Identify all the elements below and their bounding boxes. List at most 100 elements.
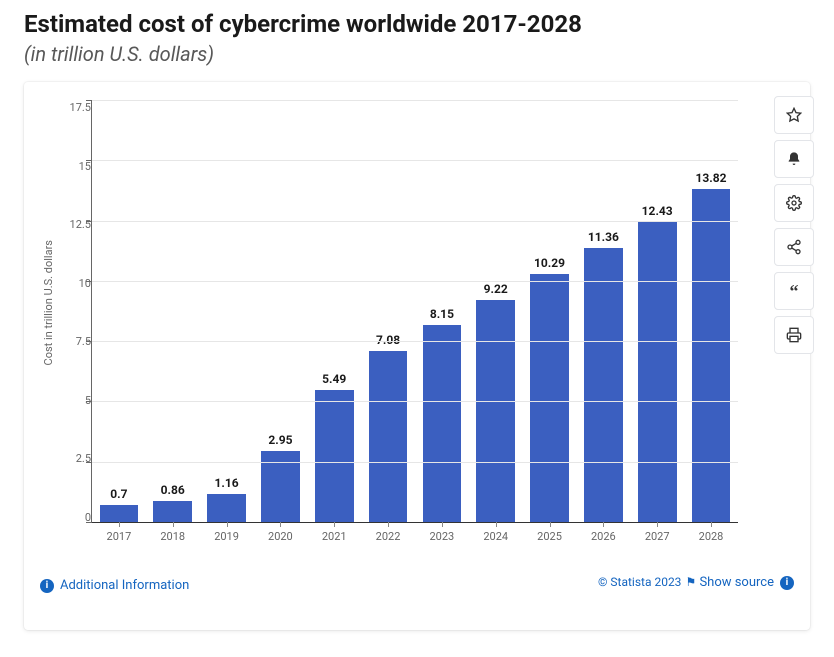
bar-value-label: 9.22 — [484, 282, 508, 296]
gridline — [92, 281, 738, 282]
print-button[interactable] — [774, 316, 814, 354]
additional-information-link[interactable]: i Additional Information — [40, 578, 189, 593]
bar[interactable] — [476, 300, 515, 522]
y-tick-mark — [86, 281, 92, 282]
x-axis-label: 2020 — [268, 530, 293, 543]
bar-slot: 8.152023 — [415, 100, 469, 522]
y-axis-label: Cost in trillion U.S. dollars — [40, 240, 57, 365]
y-tick-mark — [86, 522, 92, 523]
share-icon — [786, 239, 802, 255]
bar-value-label: 11.36 — [588, 230, 619, 244]
x-tick-mark — [173, 522, 174, 527]
chart-toolbar: “ — [774, 96, 814, 354]
chart-subtitle: (in trillion U.S. dollars) — [24, 42, 810, 66]
gridline — [92, 462, 738, 463]
x-tick-mark — [442, 522, 443, 527]
x-axis-label: 2026 — [591, 530, 616, 543]
chart-footer: i Additional Information © Statista 2023… — [40, 575, 794, 593]
bar-value-label: 12.43 — [642, 204, 673, 218]
gear-icon — [786, 195, 802, 211]
show-source-link[interactable]: Show source i — [699, 575, 794, 590]
bar[interactable] — [100, 505, 139, 522]
chart-card: Cost in trillion U.S. dollars 17.51512.5… — [24, 82, 810, 630]
info-icon: i — [40, 579, 54, 593]
x-axis-label: 2021 — [322, 530, 347, 543]
bar-slot: 0.862018 — [146, 100, 200, 522]
bar-slot: 1.162019 — [200, 100, 254, 522]
bar-value-label: 10.29 — [534, 256, 565, 270]
bar-value-label: 8.15 — [430, 307, 454, 321]
bar[interactable] — [207, 494, 246, 522]
bar-value-label: 1.16 — [215, 476, 239, 490]
x-tick-mark — [119, 522, 120, 527]
y-tick: 15 — [57, 161, 91, 172]
x-tick-mark — [280, 522, 281, 527]
bars-container: 0.720170.8620181.1620192.9520205.4920217… — [92, 100, 738, 522]
x-axis-label: 2022 — [376, 530, 401, 543]
chart-title: Estimated cost of cybercrime worldwide 2… — [24, 10, 810, 38]
copyright-text[interactable]: © Statista 2023 ⚑ — [598, 575, 696, 589]
print-icon — [786, 327, 802, 343]
x-axis-label: 2019 — [214, 530, 239, 543]
bar-value-label: 0.86 — [161, 483, 185, 497]
y-tick-mark — [86, 462, 92, 463]
bar-value-label: 13.82 — [696, 171, 727, 185]
bar[interactable] — [584, 248, 623, 522]
y-tick: 2.5 — [57, 453, 91, 464]
bar-slot: 10.292025 — [523, 100, 577, 522]
bar[interactable] — [369, 351, 408, 522]
x-axis-label: 2024 — [483, 530, 508, 543]
share-button[interactable] — [774, 228, 814, 266]
gridline — [92, 100, 738, 101]
y-tick-mark — [86, 341, 92, 342]
chart-area: Cost in trillion U.S. dollars 17.51512.5… — [40, 100, 794, 545]
gridline — [92, 221, 738, 222]
x-tick-mark — [711, 522, 712, 527]
gridline — [92, 160, 738, 161]
cite-button[interactable]: “ — [774, 272, 814, 310]
bar[interactable] — [423, 325, 462, 522]
bell-icon — [786, 151, 802, 167]
bar[interactable] — [153, 501, 192, 522]
alert-button[interactable] — [774, 140, 814, 178]
info-icon: i — [780, 576, 794, 590]
y-tick: 10 — [57, 278, 91, 289]
star-icon — [786, 107, 802, 123]
bar-slot: 12.432027 — [630, 100, 684, 522]
x-tick-mark — [657, 522, 658, 527]
bar-slot: 7.082022 — [361, 100, 415, 522]
bar-slot: 13.822028 — [684, 100, 738, 522]
bar-slot: 0.72017 — [92, 100, 146, 522]
bar-slot: 9.222024 — [469, 100, 523, 522]
plot-region: 0.720170.8620181.1620192.9520205.4920217… — [91, 100, 738, 523]
x-tick-mark — [227, 522, 228, 527]
favorite-button[interactable] — [774, 96, 814, 134]
bar[interactable] — [638, 222, 677, 522]
settings-button[interactable] — [774, 184, 814, 222]
bar[interactable] — [692, 189, 731, 522]
gridline — [92, 341, 738, 342]
bar-value-label: 0.7 — [110, 487, 127, 501]
bar[interactable] — [315, 390, 354, 522]
additional-information-label: Additional Information — [60, 578, 189, 593]
x-axis-label: 2027 — [645, 530, 670, 543]
y-tick: 17.5 — [57, 102, 91, 113]
y-tick: 5 — [57, 395, 91, 406]
x-tick-mark — [603, 522, 604, 527]
y-tick-mark — [86, 160, 92, 161]
x-tick-mark — [550, 522, 551, 527]
flag-icon: ⚑ — [685, 575, 696, 589]
bar-slot: 2.952020 — [253, 100, 307, 522]
x-tick-mark — [388, 522, 389, 527]
bar-value-label: 5.49 — [322, 372, 346, 386]
y-tick-mark — [86, 221, 92, 222]
bar[interactable] — [530, 274, 569, 522]
x-tick-mark — [496, 522, 497, 527]
gridline — [92, 401, 738, 402]
x-axis-label: 2025 — [537, 530, 562, 543]
y-tick-mark — [86, 100, 92, 101]
bar-slot: 5.492021 — [307, 100, 361, 522]
y-axis: 17.51512.5107.552.50 — [57, 100, 91, 545]
bar-value-label: 2.95 — [268, 433, 292, 447]
quote-icon: “ — [790, 282, 799, 300]
